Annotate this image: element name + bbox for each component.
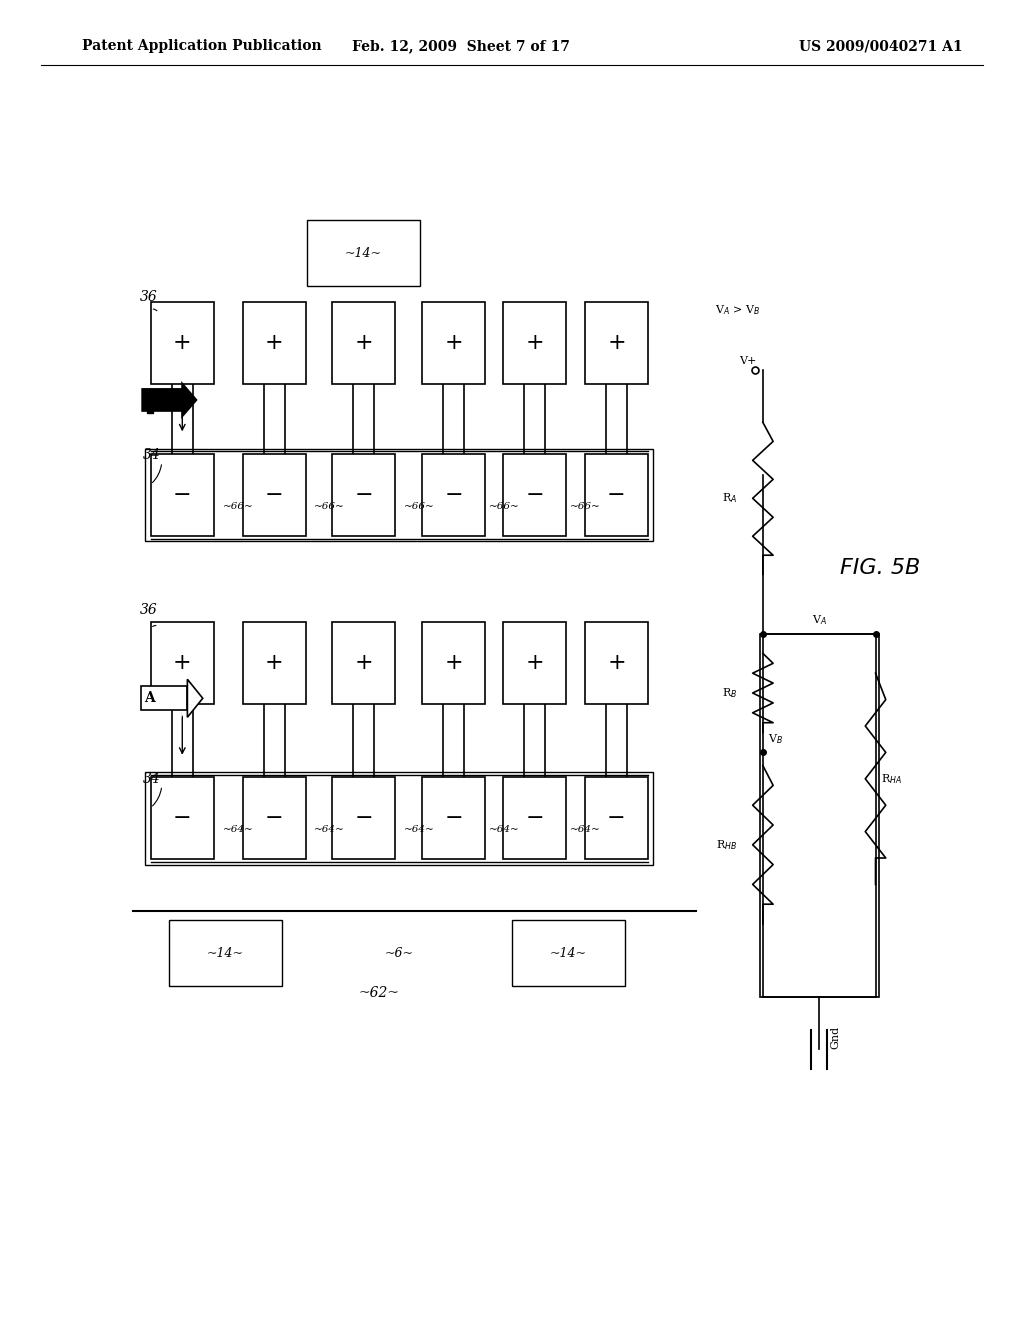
FancyBboxPatch shape [503,454,566,536]
FancyBboxPatch shape [243,622,306,704]
FancyBboxPatch shape [151,302,214,384]
Text: −: − [173,808,191,829]
Text: Gnd: Gnd [830,1026,841,1049]
Text: +: + [444,652,463,673]
FancyBboxPatch shape [422,777,485,859]
FancyBboxPatch shape [422,302,485,384]
Text: ~64~: ~64~ [403,825,434,834]
Text: V$_B$: V$_B$ [768,733,783,746]
FancyBboxPatch shape [332,302,395,384]
FancyBboxPatch shape [243,302,306,384]
Text: +: + [265,333,284,354]
Text: ~64~: ~64~ [313,825,345,834]
FancyBboxPatch shape [585,454,648,536]
Text: −: − [607,808,626,829]
Text: −: − [265,484,284,506]
Text: 36: 36 [139,290,158,304]
Polygon shape [187,680,203,717]
Text: −: − [354,484,373,506]
Text: 34: 34 [142,772,161,785]
Text: −: − [444,484,463,506]
Bar [145,772,653,865]
Text: ~66~: ~66~ [489,502,520,511]
FancyBboxPatch shape [332,454,395,536]
FancyBboxPatch shape [422,622,485,704]
Text: ~64~: ~64~ [570,825,601,834]
Text: R$_B$: R$_B$ [722,686,737,700]
FancyBboxPatch shape [243,454,306,536]
Text: R$_A$: R$_A$ [722,491,737,506]
FancyArrow shape [147,389,153,413]
FancyBboxPatch shape [332,777,395,859]
Text: +: + [354,652,373,673]
FancyBboxPatch shape [307,220,420,286]
Text: V$_A$: V$_A$ [812,614,826,627]
Text: FIG. 5B: FIG. 5B [840,557,920,578]
FancyBboxPatch shape [585,302,648,384]
Text: ~66~: ~66~ [570,502,601,511]
Text: −: − [525,808,544,829]
Text: V+: V+ [739,356,756,367]
Text: Patent Application Publication: Patent Application Publication [82,40,322,53]
Text: R$_{HB}$: R$_{HB}$ [716,838,737,851]
Text: B: B [144,392,156,407]
Text: Feb. 12, 2009  Sheet 7 of 17: Feb. 12, 2009 Sheet 7 of 17 [352,40,569,53]
Text: +: + [607,652,626,673]
FancyBboxPatch shape [503,622,566,704]
FancyBboxPatch shape [503,777,566,859]
Text: −: − [444,808,463,829]
Text: A: A [144,690,155,705]
Text: ~64~: ~64~ [489,825,520,834]
FancyBboxPatch shape [151,622,214,704]
Text: +: + [354,333,373,354]
FancyBboxPatch shape [243,777,306,859]
Text: −: − [525,484,544,506]
Text: ~66~: ~66~ [313,502,345,511]
FancyBboxPatch shape [422,454,485,536]
FancyBboxPatch shape [585,622,648,704]
FancyBboxPatch shape [512,920,625,986]
Text: 36: 36 [139,603,158,616]
FancyBboxPatch shape [151,777,214,859]
Text: ~64~: ~64~ [223,825,254,834]
Text: R$_{HA}$: R$_{HA}$ [881,772,902,785]
FancyBboxPatch shape [503,302,566,384]
Text: +: + [607,333,626,354]
FancyBboxPatch shape [169,920,282,986]
Text: ~66~: ~66~ [223,502,254,511]
Text: +: + [525,333,544,354]
Bar [760,634,879,997]
FancyBboxPatch shape [585,777,648,859]
Text: ~66~: ~66~ [403,502,434,511]
Text: −: − [354,808,373,829]
Text: +: + [525,652,544,673]
Text: ~62~: ~62~ [358,986,399,999]
Bar [145,449,653,541]
FancyArrow shape [141,381,198,418]
Text: ~14~: ~14~ [550,946,587,960]
Text: V$_A$ > V$_B$: V$_A$ > V$_B$ [715,304,760,317]
FancyArrow shape [141,680,198,717]
Text: US 2009/0040271 A1: US 2009/0040271 A1 [799,40,963,53]
FancyBboxPatch shape [151,454,214,536]
Text: +: + [173,652,191,673]
FancyBboxPatch shape [141,686,187,710]
Text: ~14~: ~14~ [207,946,244,960]
Text: +: + [173,333,191,354]
Text: +: + [444,333,463,354]
Text: −: − [607,484,626,506]
Text: −: − [265,808,284,829]
FancyBboxPatch shape [332,622,395,704]
Text: +: + [265,652,284,673]
Text: ~14~: ~14~ [345,247,382,260]
Text: ~6~: ~6~ [385,946,414,960]
Text: −: − [173,484,191,506]
Text: 34: 34 [142,449,161,462]
